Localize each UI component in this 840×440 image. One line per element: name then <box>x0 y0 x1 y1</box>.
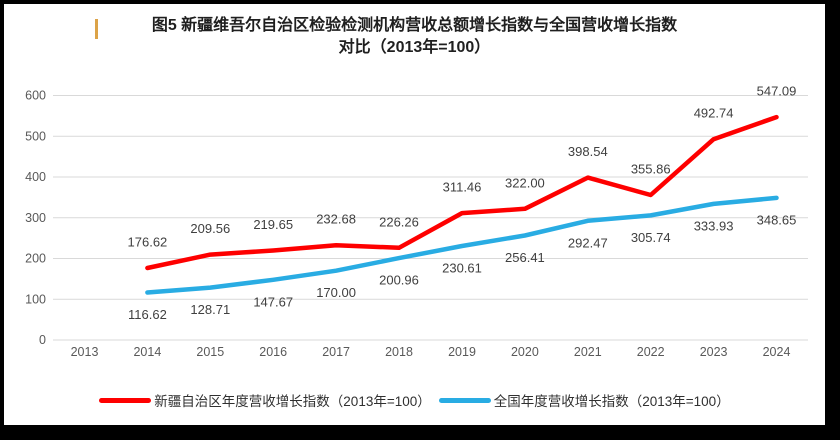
data-label-series-1: 116.62 <box>128 307 167 322</box>
data-label-series-1: 256.41 <box>505 250 545 265</box>
data-label-series-0: 547.09 <box>757 84 797 99</box>
chart-title-line1: 图5 新疆维吾尔自治区检验检测机构营收总额增长指数与全国营收增长指数 <box>151 17 678 34</box>
x-tick-label: 2022 <box>637 345 665 359</box>
x-tick-label: 2014 <box>133 345 161 359</box>
data-label-series-0: 176.62 <box>128 235 168 250</box>
series-line-0 <box>145 114 779 271</box>
x-tick-label: 2013 <box>71 345 99 359</box>
legend-swatch-icon <box>438 397 491 403</box>
text-caret-icon <box>95 19 98 39</box>
data-label-series-1: 333.93 <box>694 218 734 233</box>
x-tick-label: 2018 <box>385 345 413 359</box>
chart-title-line2: 对比（2013年=100） <box>338 39 491 56</box>
data-label-series-0: 398.54 <box>568 144 608 159</box>
x-tick-label: 2020 <box>511 345 539 359</box>
x-tick-label: 2024 <box>763 345 791 359</box>
data-label-series-1: 170.00 <box>316 285 356 300</box>
y-tick-label: 600 <box>25 89 46 103</box>
series-line-1 <box>145 195 779 295</box>
data-label-series-1: 200.96 <box>379 273 419 288</box>
data-label-series-1: 128.71 <box>190 302 230 317</box>
chart-legend: 新疆自治区年度营收增长指数（2013年=100） 全国年度营收增长指数（2013年… <box>4 390 825 410</box>
x-tick-label: 2017 <box>322 345 350 359</box>
x-tick-label: 2016 <box>259 345 287 359</box>
data-label-series-0: 226.26 <box>379 214 419 229</box>
y-tick-label: 500 <box>25 129 46 143</box>
y-tick-label: 0 <box>39 333 46 347</box>
x-tick-label: 2021 <box>574 345 602 359</box>
data-label-series-0: 322.00 <box>505 175 545 190</box>
y-tick-label: 300 <box>25 211 46 225</box>
y-tick-label: 100 <box>25 292 46 306</box>
x-tick-label: 2015 <box>196 345 224 359</box>
y-tick-label: 400 <box>25 170 46 184</box>
chart-panel: 图5 新疆维吾尔自治区检验检测机构营收总额增长指数与全国营收增长指数 对比（20… <box>4 4 825 425</box>
data-label-series-0: 492.74 <box>694 106 734 121</box>
legend-swatch-icon <box>99 397 152 403</box>
chart-canvas: 0 100 200 300 400 500 600 2013 2014 2015 2016 2017 2… <box>25 84 808 359</box>
data-label-series-1: 292.47 <box>568 235 608 250</box>
data-label-series-1: 348.65 <box>757 212 797 227</box>
y-tick-label: 200 <box>25 252 46 266</box>
legend-label: 新疆自治区年度营收增长指数（2013年=100） <box>154 394 431 409</box>
data-label-series-0: 311.46 <box>443 180 482 195</box>
x-tick-label: 2023 <box>700 345 728 359</box>
chart-title: 图5 新疆维吾尔自治区检验检测机构营收总额增长指数与全国营收增长指数 对比（20… <box>4 15 825 59</box>
data-label-series-1: 230.61 <box>442 261 482 276</box>
data-label-series-1: 147.67 <box>253 294 293 309</box>
data-label-series-1: 305.74 <box>631 230 671 245</box>
data-label-series-0: 232.68 <box>316 212 356 227</box>
data-label-series-0: 219.65 <box>253 217 293 232</box>
legend-item-0: 新疆自治区年度营收增长指数（2013年=100） <box>99 390 431 410</box>
legend-item-1: 全国年度营收增长指数（2013年=100） <box>438 390 730 410</box>
x-tick-label: 2019 <box>448 345 476 359</box>
data-label-series-0: 355.86 <box>631 162 671 177</box>
legend-label: 全国年度营收增长指数（2013年=100） <box>493 394 730 409</box>
data-label-series-0: 209.56 <box>190 221 230 236</box>
